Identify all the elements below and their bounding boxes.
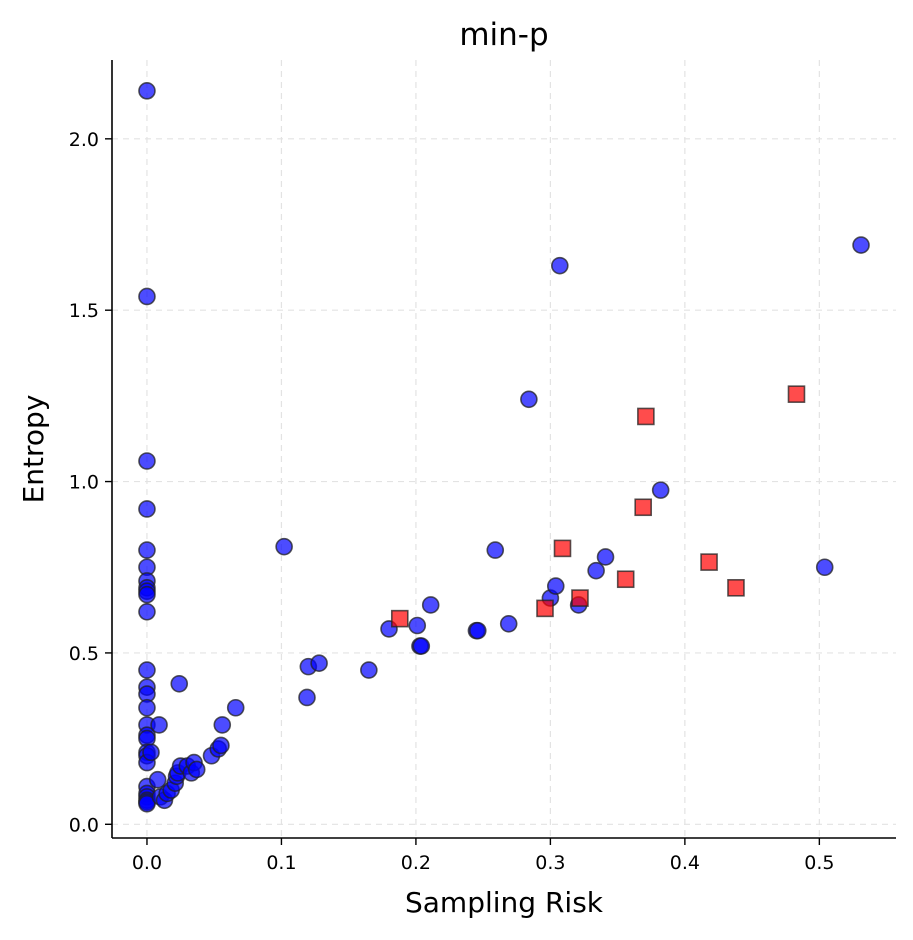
x-axis-label: Sampling Risk: [405, 886, 604, 919]
x-tick-label: 0.2: [401, 852, 431, 874]
data-point-circle: [852, 236, 870, 254]
data-point-circle: [499, 614, 518, 633]
x-tick-label: 0.1: [266, 852, 296, 874]
ticks: 0.0 0.1 0.2 0.3 0.4 0.5 0.0 0.5 1.0 1.5 2.0: [69, 129, 835, 874]
data-point-circle: [421, 596, 440, 614]
data-point-square: [536, 599, 554, 618]
data-point-circle: [212, 736, 230, 755]
data-point-square: [571, 589, 589, 607]
grid: [112, 60, 896, 838]
data-point-circle: [138, 82, 156, 100]
data-point-square: [390, 609, 409, 628]
data-point-square: [787, 385, 806, 403]
data-point-circle: [138, 698, 156, 717]
data-point-circle: [138, 287, 156, 306]
x-tick-label: 0.3: [535, 852, 565, 874]
y-tick-label: 1.0: [69, 472, 99, 494]
data-point-circle: [412, 637, 431, 655]
y-tick-label: 2.0: [69, 129, 99, 151]
data-point-circle: [148, 770, 167, 789]
data-point-circle: [551, 256, 569, 275]
data-point-circle: [298, 688, 316, 707]
data-point-square: [637, 407, 655, 426]
y-tick-label: 0.5: [69, 643, 99, 665]
data-point-circle: [138, 661, 156, 679]
data-point-circle: [142, 743, 160, 762]
data-point-circle: [587, 561, 605, 580]
chart-title: min-p: [459, 17, 548, 53]
data-point-circle: [486, 541, 505, 559]
data-point-circle: [213, 716, 232, 734]
data-points: [138, 82, 870, 813]
data-point-circle: [468, 621, 487, 640]
data-point-circle: [138, 585, 156, 604]
data-point-circle: [815, 558, 834, 577]
data-point-square: [616, 570, 635, 589]
data-point-square: [700, 553, 718, 571]
x-tick-label: 0.5: [804, 852, 834, 874]
data-point-circle: [520, 390, 538, 409]
data-point-circle: [226, 698, 245, 717]
data-point-circle: [187, 760, 206, 779]
x-tick-label: 0.0: [132, 852, 162, 874]
data-point-circle: [138, 541, 156, 559]
data-point-circle: [138, 602, 156, 621]
data-point-circle: [310, 654, 328, 673]
y-axis-label: Entropy: [17, 395, 50, 504]
data-point-circle: [651, 481, 670, 499]
data-point-circle: [546, 577, 565, 595]
x-tick-label: 0.4: [670, 852, 700, 874]
data-point-circle: [408, 616, 427, 635]
data-point-circle: [360, 661, 378, 679]
y-tick-label: 0.0: [69, 814, 99, 836]
data-point-circle: [138, 500, 156, 518]
axes: [111, 60, 896, 839]
data-point-square: [553, 539, 572, 558]
data-point-circle: [170, 674, 189, 693]
data-point-circle: [150, 716, 168, 734]
data-point-circle: [138, 452, 156, 470]
data-point-square: [727, 579, 745, 597]
data-point-circle: [596, 548, 615, 566]
data-point-square: [634, 498, 652, 517]
y-tick-label: 1.5: [69, 300, 99, 322]
data-point-circle: [275, 537, 293, 556]
